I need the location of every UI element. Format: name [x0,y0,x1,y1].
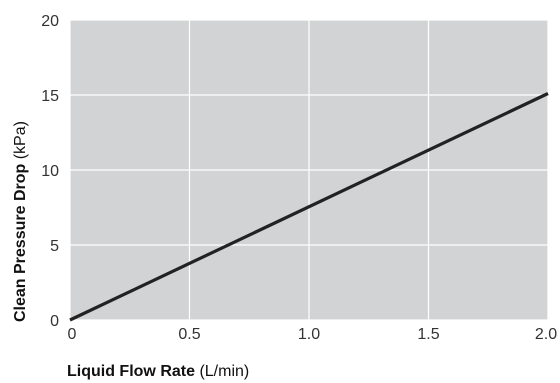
y-axis-label-main: Clean Pressure Drop [12,163,29,322]
series-line [69,92,549,322]
series-layer [69,92,549,322]
x-tick-labels: 0 0.5 1.0 1.5 2.0 [68,326,558,343]
y-tick-labels: 0 5 10 15 20 [41,13,59,330]
x-tick-label: 1.5 [417,326,439,343]
y-tick-label: 10 [41,163,59,180]
gridlines [69,19,549,321]
x-tick-label: 0.5 [178,326,200,343]
x-tick-label: 2.0 [535,326,557,343]
x-tick-label: 1.0 [298,326,320,343]
y-tick-label: 15 [41,88,59,105]
y-axis-label: Clean Pressure Drop (kPa) [12,121,29,322]
y-tick-label: 5 [50,238,59,255]
y-tick-label: 20 [41,13,59,30]
x-axis-label: Liquid Flow Rate (L/min) [67,363,249,380]
x-tick-label: 0 [68,326,77,343]
y-axis-label-unit: (kPa) [12,121,29,159]
x-axis-label-main: Liquid Flow Rate [67,363,195,380]
x-axis-label-unit: (L/min) [199,363,249,380]
y-tick-label: 0 [50,313,59,330]
